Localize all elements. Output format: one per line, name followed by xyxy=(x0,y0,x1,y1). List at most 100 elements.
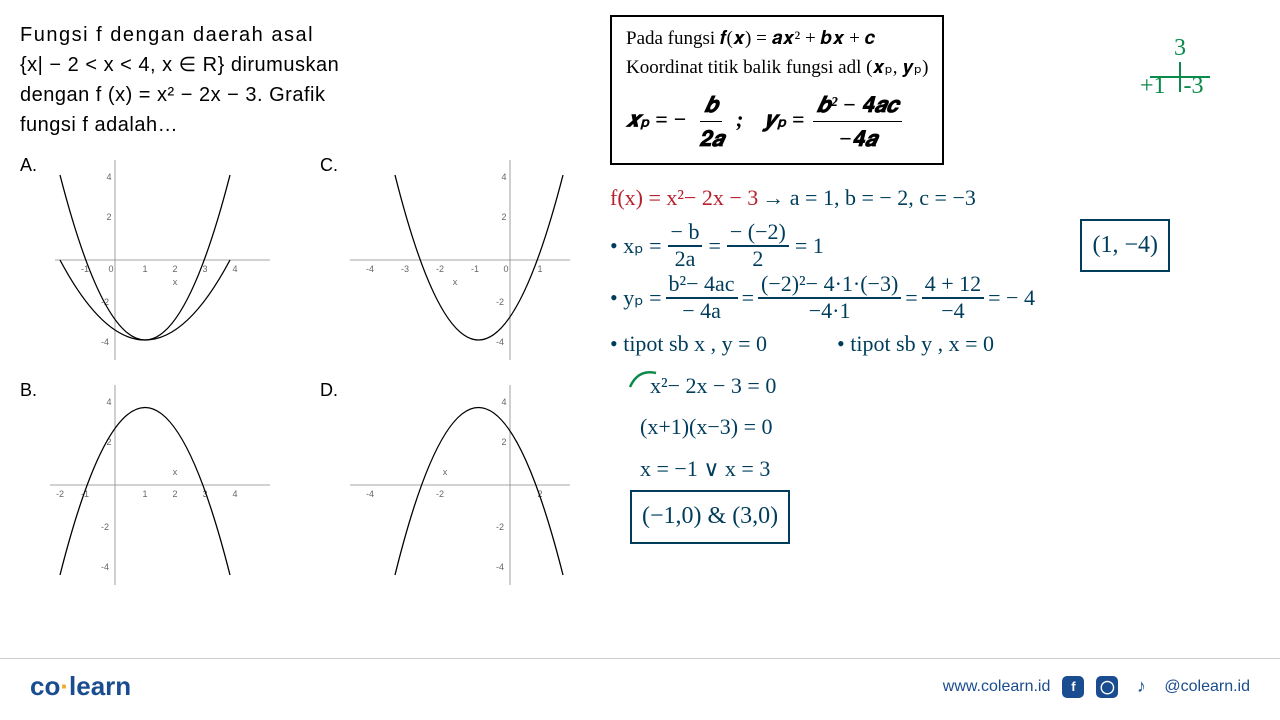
tiktok-icon: ♪ xyxy=(1130,676,1152,698)
svg-text:0: 0 xyxy=(108,264,113,274)
svg-text:2: 2 xyxy=(172,264,177,274)
logo-co: co xyxy=(30,671,60,701)
yp-lhs: 𝒚ₚ = xyxy=(763,107,804,132)
svg-text:-4: -4 xyxy=(101,337,109,347)
green-right: -3 xyxy=(1184,73,1204,100)
yp-f1n: b²− 4ac xyxy=(666,272,738,298)
svg-text:-2: -2 xyxy=(436,489,444,499)
svg-text:-3: -3 xyxy=(401,264,409,274)
label-B: B. xyxy=(20,380,37,401)
svg-text:-2: -2 xyxy=(436,264,444,274)
xp-den: 𝟐𝒂 xyxy=(695,122,728,155)
xp-f1n: − b xyxy=(668,220,703,246)
label-C: C. xyxy=(320,155,338,176)
svg-text:4: 4 xyxy=(501,397,506,407)
footer-url: www.colearn.id xyxy=(943,678,1051,696)
svg-text:2: 2 xyxy=(501,437,506,447)
svg-text:-4: -4 xyxy=(496,337,504,347)
eq1: x²− 2x − 3 = 0 xyxy=(650,365,1260,407)
green-factor-note: 3 +1 -3 xyxy=(1140,35,1220,100)
label-A: A. xyxy=(20,155,37,176)
svg-text:1: 1 xyxy=(142,264,147,274)
svg-text:2: 2 xyxy=(172,489,177,499)
formula-line2: Koordinat titik balik fungsi adl (𝒙ₚ, 𝒚ₚ… xyxy=(626,54,928,83)
graph-A-svg: -10 12 34 24 -2-4 x xyxy=(45,155,275,365)
formula-box: Pada fungsi 𝒇(𝒙) = 𝒂𝒙² + 𝒃𝒙 + 𝒄 Koordina… xyxy=(610,15,944,165)
yp-label: • yₚ = xyxy=(610,277,662,319)
xp-eq1: = xyxy=(708,225,720,267)
footer: co·learn www.colearn.id f ◯ ♪ @colearn.i… xyxy=(0,658,1280,702)
eq2: (x+1)(x−3) = 0 xyxy=(610,406,1260,448)
graph-D: D. -4-2 2 24 -2-4 x xyxy=(320,380,590,595)
xp-num: 𝒃 xyxy=(700,88,722,122)
svg-text:-4: -4 xyxy=(101,562,109,572)
graph-A: A. -10 12 34 24 -2-4 x xyxy=(20,155,290,370)
yp-num: 𝒃² − 𝟒𝒂𝒄 xyxy=(813,88,903,122)
question-panel: Fungsi f dengan daerah asal {x| − 2 < x … xyxy=(20,20,590,595)
footer-right: www.colearn.id f ◯ ♪ @colearn.id xyxy=(943,676,1250,698)
graphs-grid: A. -1 0 1 2 3 4 2 4 -2 -4 x C. xyxy=(20,155,590,595)
graph-B: B. -2-1 12 34 24 -2-4 x xyxy=(20,380,290,595)
yp-f3n: 4 + 12 xyxy=(922,272,984,298)
graph-C: C. -4 -3 -2 -1 0 1 2 4 -2 -4 x xyxy=(320,155,590,370)
svg-text:-1: -1 xyxy=(471,264,479,274)
logo: co·learn xyxy=(30,671,131,702)
yp-eq2: = xyxy=(905,277,917,319)
sep: ; xyxy=(736,107,743,132)
svg-text:-4: -4 xyxy=(496,562,504,572)
work-panel: Pada fungsi 𝒇(𝒙) = 𝒂𝒙² + 𝒃𝒙 + 𝒄 Koordina… xyxy=(610,15,1260,544)
abc-values: → a = 1, b = − 2, c = −3 xyxy=(762,177,976,219)
yp-f2n: (−2)²− 4·1·(−3) xyxy=(758,272,901,298)
svg-text:2: 2 xyxy=(106,212,111,222)
xp-f2d: 2 xyxy=(749,247,766,271)
svg-text:-2: -2 xyxy=(496,522,504,532)
svg-text:3: 3 xyxy=(202,264,207,274)
facebook-icon: f xyxy=(1062,676,1084,698)
graph-C-svg: -4 -3 -2 -1 0 1 2 4 -2 -4 x xyxy=(345,155,575,365)
svg-text:-2: -2 xyxy=(56,489,64,499)
footer-handle: @colearn.id xyxy=(1164,678,1250,696)
svg-text:-2: -2 xyxy=(101,522,109,532)
label-D: D. xyxy=(320,380,338,401)
svg-text:-4: -4 xyxy=(366,489,374,499)
xp-eq2: = 1 xyxy=(795,225,824,267)
green-top: 3 xyxy=(1140,35,1220,62)
logo-dot-icon: · xyxy=(60,671,69,701)
yp-f1d: − 4a xyxy=(679,299,724,323)
svg-text:x: x xyxy=(453,277,458,287)
q-line2: {x| − 2 < x < 4, x ∈ R} dirumuskan xyxy=(20,50,590,80)
svg-text:4: 4 xyxy=(232,264,237,274)
eq3: x = −1 ∨ x = 3 xyxy=(610,448,1260,490)
handwritten-work: f(x) = x²− 2x − 3 → a = 1, b = − 2, c = … xyxy=(610,177,1260,544)
svg-text:-4: -4 xyxy=(366,264,374,274)
yp-eq3: = − 4 xyxy=(988,277,1035,319)
tipot-y: • tipot sb y , x = 0 xyxy=(837,323,994,365)
q-line4: fungsi f adalah… xyxy=(20,110,590,140)
svg-text:1: 1 xyxy=(537,264,542,274)
svg-text:-2: -2 xyxy=(496,297,504,307)
svg-text:1: 1 xyxy=(142,489,147,499)
svg-text:4: 4 xyxy=(106,172,111,182)
svg-text:4: 4 xyxy=(106,397,111,407)
svg-text:0: 0 xyxy=(503,264,508,274)
xp-lhs: 𝒙ₚ = − xyxy=(626,107,686,132)
tipot-x: • tipot sb x , y = 0 xyxy=(610,323,767,365)
svg-text:4: 4 xyxy=(501,172,506,182)
roots-box: (−1,0) & (3,0) xyxy=(630,490,790,544)
svg-text:x: x xyxy=(173,467,178,477)
question-text: Fungsi f dengan daerah asal {x| − 2 < x … xyxy=(20,20,590,140)
yp-eq1: = xyxy=(742,277,754,319)
yp-den: −𝟒𝒂 xyxy=(835,122,881,155)
xp-f1d: 2a xyxy=(672,247,699,271)
svg-text:2: 2 xyxy=(501,212,506,222)
fx-expr: f(x) = x²− 2x − 3 xyxy=(610,177,758,219)
q-line3: dengan f (x) = x² − 2x − 3. Grafik xyxy=(20,80,590,110)
q-line1: Fungsi f dengan daerah asal xyxy=(20,20,590,50)
graph-B-svg: -2-1 12 34 24 -2-4 x xyxy=(45,380,275,590)
logo-learn: learn xyxy=(69,671,131,701)
xp-f2n: − (−2) xyxy=(727,220,789,246)
graph-D-svg: -4-2 2 24 -2-4 x xyxy=(345,380,575,590)
green-arc-icon xyxy=(628,367,658,392)
svg-text:4: 4 xyxy=(232,489,237,499)
svg-text:x: x xyxy=(443,467,448,477)
